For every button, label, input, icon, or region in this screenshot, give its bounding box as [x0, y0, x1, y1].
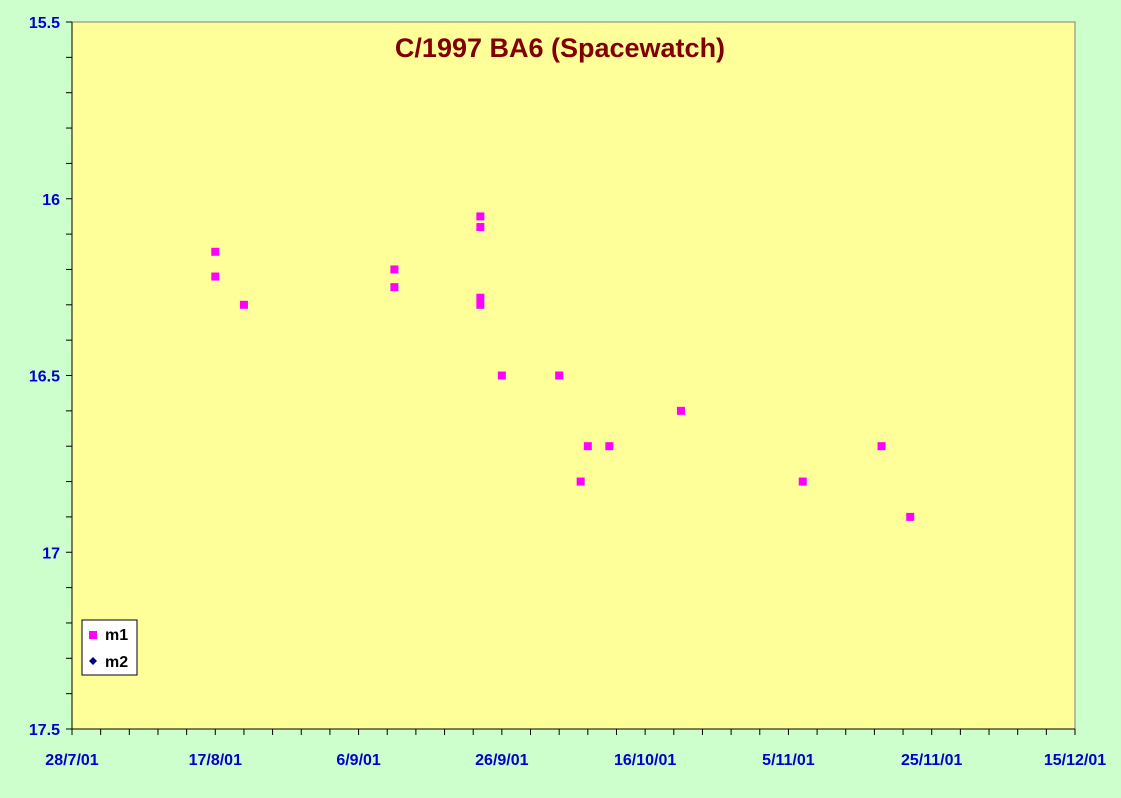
y-tick-label: 16.5: [29, 369, 60, 386]
y-tick-label: 17.5: [29, 722, 60, 739]
legend-marker-m2: [89, 657, 97, 665]
x-tick-label: 28/7/01: [45, 752, 98, 769]
data-point-m1: [576, 477, 585, 486]
legend-box: [81, 619, 138, 676]
chart-title: C/1997 BA6 (Spacewatch): [395, 33, 725, 63]
data-point-m1: [211, 247, 220, 256]
data-point-m1: [476, 223, 485, 232]
data-point-m1: [798, 477, 807, 486]
x-tick-label: 6/9/01: [336, 752, 381, 769]
data-point-m1: [476, 212, 485, 221]
data-point-m1: [211, 272, 220, 281]
plot-area: [71, 21, 1076, 730]
axes: 15.5 16 16.5 17 17.5 28/7/01 17/8/01 6/9/01 26/9…: [29, 15, 1106, 769]
data-point-m1: [605, 442, 614, 451]
data-point-m1: [239, 300, 248, 309]
x-tick-label: 17/8/01: [189, 752, 242, 769]
x-tick-label: 25/11/01: [901, 752, 963, 769]
data-point-m1: [555, 371, 564, 380]
data-point-m1: [390, 283, 399, 292]
data-point-m1: [583, 442, 592, 451]
legend-label-m2: m2: [105, 654, 128, 671]
data-point-m1: [676, 406, 685, 415]
data-point-m1: [497, 371, 506, 380]
x-tick-label: 15/12/01: [1044, 752, 1106, 769]
legend: m1 m2: [81, 619, 138, 676]
data-point-m1: [476, 300, 485, 309]
x-tick-label: 26/9/01: [475, 752, 528, 769]
data-point-m1: [906, 512, 915, 521]
x-tick-label: 16/10/01: [614, 752, 676, 769]
legend-marker-m1: [89, 631, 97, 639]
legend-label-m1: m1: [105, 627, 128, 644]
data-point-m1: [476, 293, 485, 302]
x-tick-label: 5/11/01: [762, 752, 815, 769]
data-points: [211, 212, 915, 521]
data-point-m1: [877, 442, 886, 451]
y-tick-label: 15.5: [29, 15, 60, 32]
data-point-m1: [390, 265, 399, 274]
y-tick-label: 17: [42, 545, 60, 562]
y-tick-label: 16: [42, 192, 60, 209]
